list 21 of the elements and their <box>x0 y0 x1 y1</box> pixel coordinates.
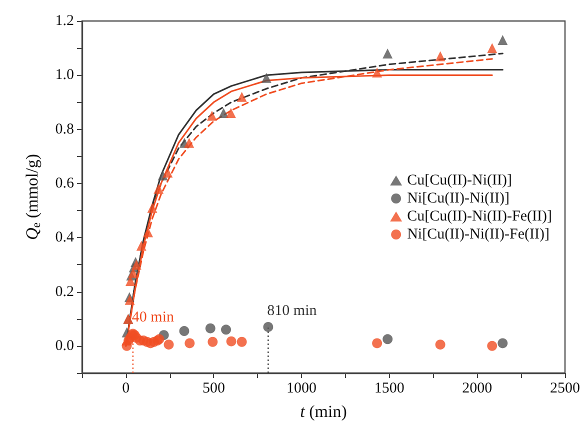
x-tick-label: 0 <box>122 380 130 396</box>
x-tick-label: 1000 <box>286 380 317 396</box>
ref-line-label: 810 min <box>267 302 318 319</box>
y-axis-title: Qe (mmol/g) <box>22 154 43 240</box>
legend-label: Cu[Cu(II)-Ni(II)-Fe(II)] <box>407 208 552 224</box>
x-tick-label: 2500 <box>550 380 580 396</box>
y-tick-label: 0.0 <box>55 338 74 354</box>
x-tick-label: 2000 <box>462 380 492 396</box>
ref-line-label: 40 min <box>132 310 175 326</box>
legend-label: Ni[Cu(II)-Ni(II)-Fe(II)] <box>407 226 550 242</box>
y-tick-label: 0.4 <box>55 230 74 246</box>
y-tick-label: 1.0 <box>55 67 74 84</box>
y-tick-label: 0.6 <box>55 175 74 192</box>
x-axis-title: t (min) <box>300 402 347 421</box>
legend-label: Ni[Cu(II)-Ni(II)] <box>407 190 510 206</box>
y-tick-label: 0.2 <box>55 284 74 300</box>
y-tick-label: 0.8 <box>55 121 74 138</box>
y-tick-label: 1.2 <box>55 13 74 29</box>
x-tick-label: 500 <box>202 380 225 396</box>
legend-label: Cu[Cu(II)-Ni(II)] <box>407 172 512 188</box>
x-tick-label: 1500 <box>374 380 404 396</box>
